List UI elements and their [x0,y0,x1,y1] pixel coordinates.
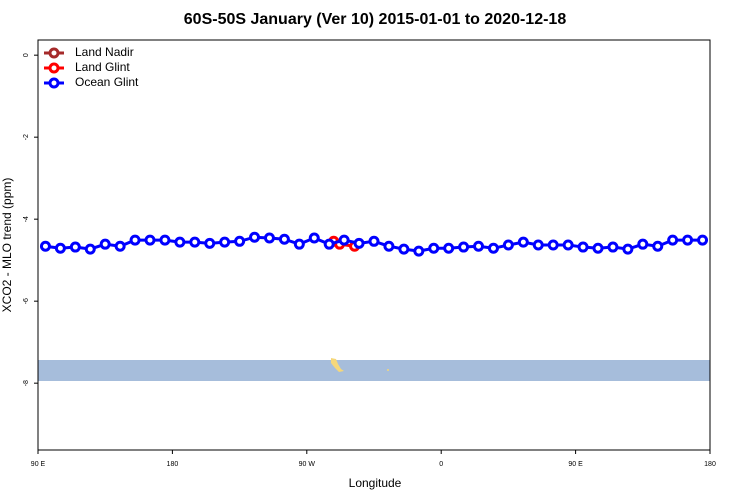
data-point [84,243,96,255]
data-point [443,242,455,254]
x-axis-label: Longitude [349,476,402,490]
data-point [159,234,171,246]
y-tick-label: -2 [23,134,30,140]
data-point [323,238,335,250]
data-point [592,242,604,254]
data-point [413,245,425,257]
data-point [487,242,499,254]
x-tick-label: 90 E [31,461,46,468]
data-point [607,241,619,253]
legend-label: Ocean Glint [75,75,139,89]
legend-label: Land Glint [75,60,130,74]
data-point [174,236,186,248]
data-point [502,239,514,251]
map-ocean [38,360,710,381]
x-tick-label: 180 [167,461,179,468]
legend-marker [48,77,60,89]
legend-marker [48,47,60,59]
data-point [637,238,649,250]
data-point [99,238,111,250]
data-point [398,243,410,255]
data-point [577,241,589,253]
data-point [54,242,66,254]
data-point [278,233,290,245]
y-tick-label: -4 [23,216,30,222]
y-tick-label: 0 [23,53,30,57]
data-point [353,237,365,249]
data-point [114,240,126,252]
data-point [697,234,709,246]
x-tick-label: 90 E [568,461,583,468]
data-point [368,235,380,247]
legend-label: Land Nadir [75,45,134,59]
legend-marker [48,62,60,74]
data-point [652,240,664,252]
data-point [234,235,246,247]
x-tick-label: 90 W [299,461,316,468]
data-point [622,243,634,255]
data-point [473,240,485,252]
data-point [428,242,440,254]
map-land [331,358,344,372]
y-axis-label: XCO2 - MLO trend (ppm) [0,178,14,313]
data-point [189,236,201,248]
data-point [667,234,679,246]
data-point [39,240,51,252]
data-point [517,236,529,248]
data-point [263,232,275,244]
data-point [532,239,544,251]
plot-area [39,231,709,257]
data-point [338,234,350,246]
data-point [69,241,81,253]
data-point [547,239,559,251]
data-point [383,240,395,252]
data-point [204,237,216,249]
data-point [458,241,470,253]
chart-title: 60S-50S January (Ver 10) 2015-01-01 to 2… [184,11,567,28]
data-point [293,238,305,250]
data-point [682,234,694,246]
data-point [129,234,141,246]
y-tick-label: -8 [23,380,30,386]
map-land [387,369,389,371]
data-point [219,236,231,248]
x-tick-label: 0 [439,461,443,468]
data-point [308,232,320,244]
data-point [562,239,574,251]
x-tick-label: 180 [704,461,716,468]
data-point [144,234,156,246]
data-point [249,231,261,243]
plot-frame [37,39,711,451]
y-tick-label: -6 [23,298,30,304]
